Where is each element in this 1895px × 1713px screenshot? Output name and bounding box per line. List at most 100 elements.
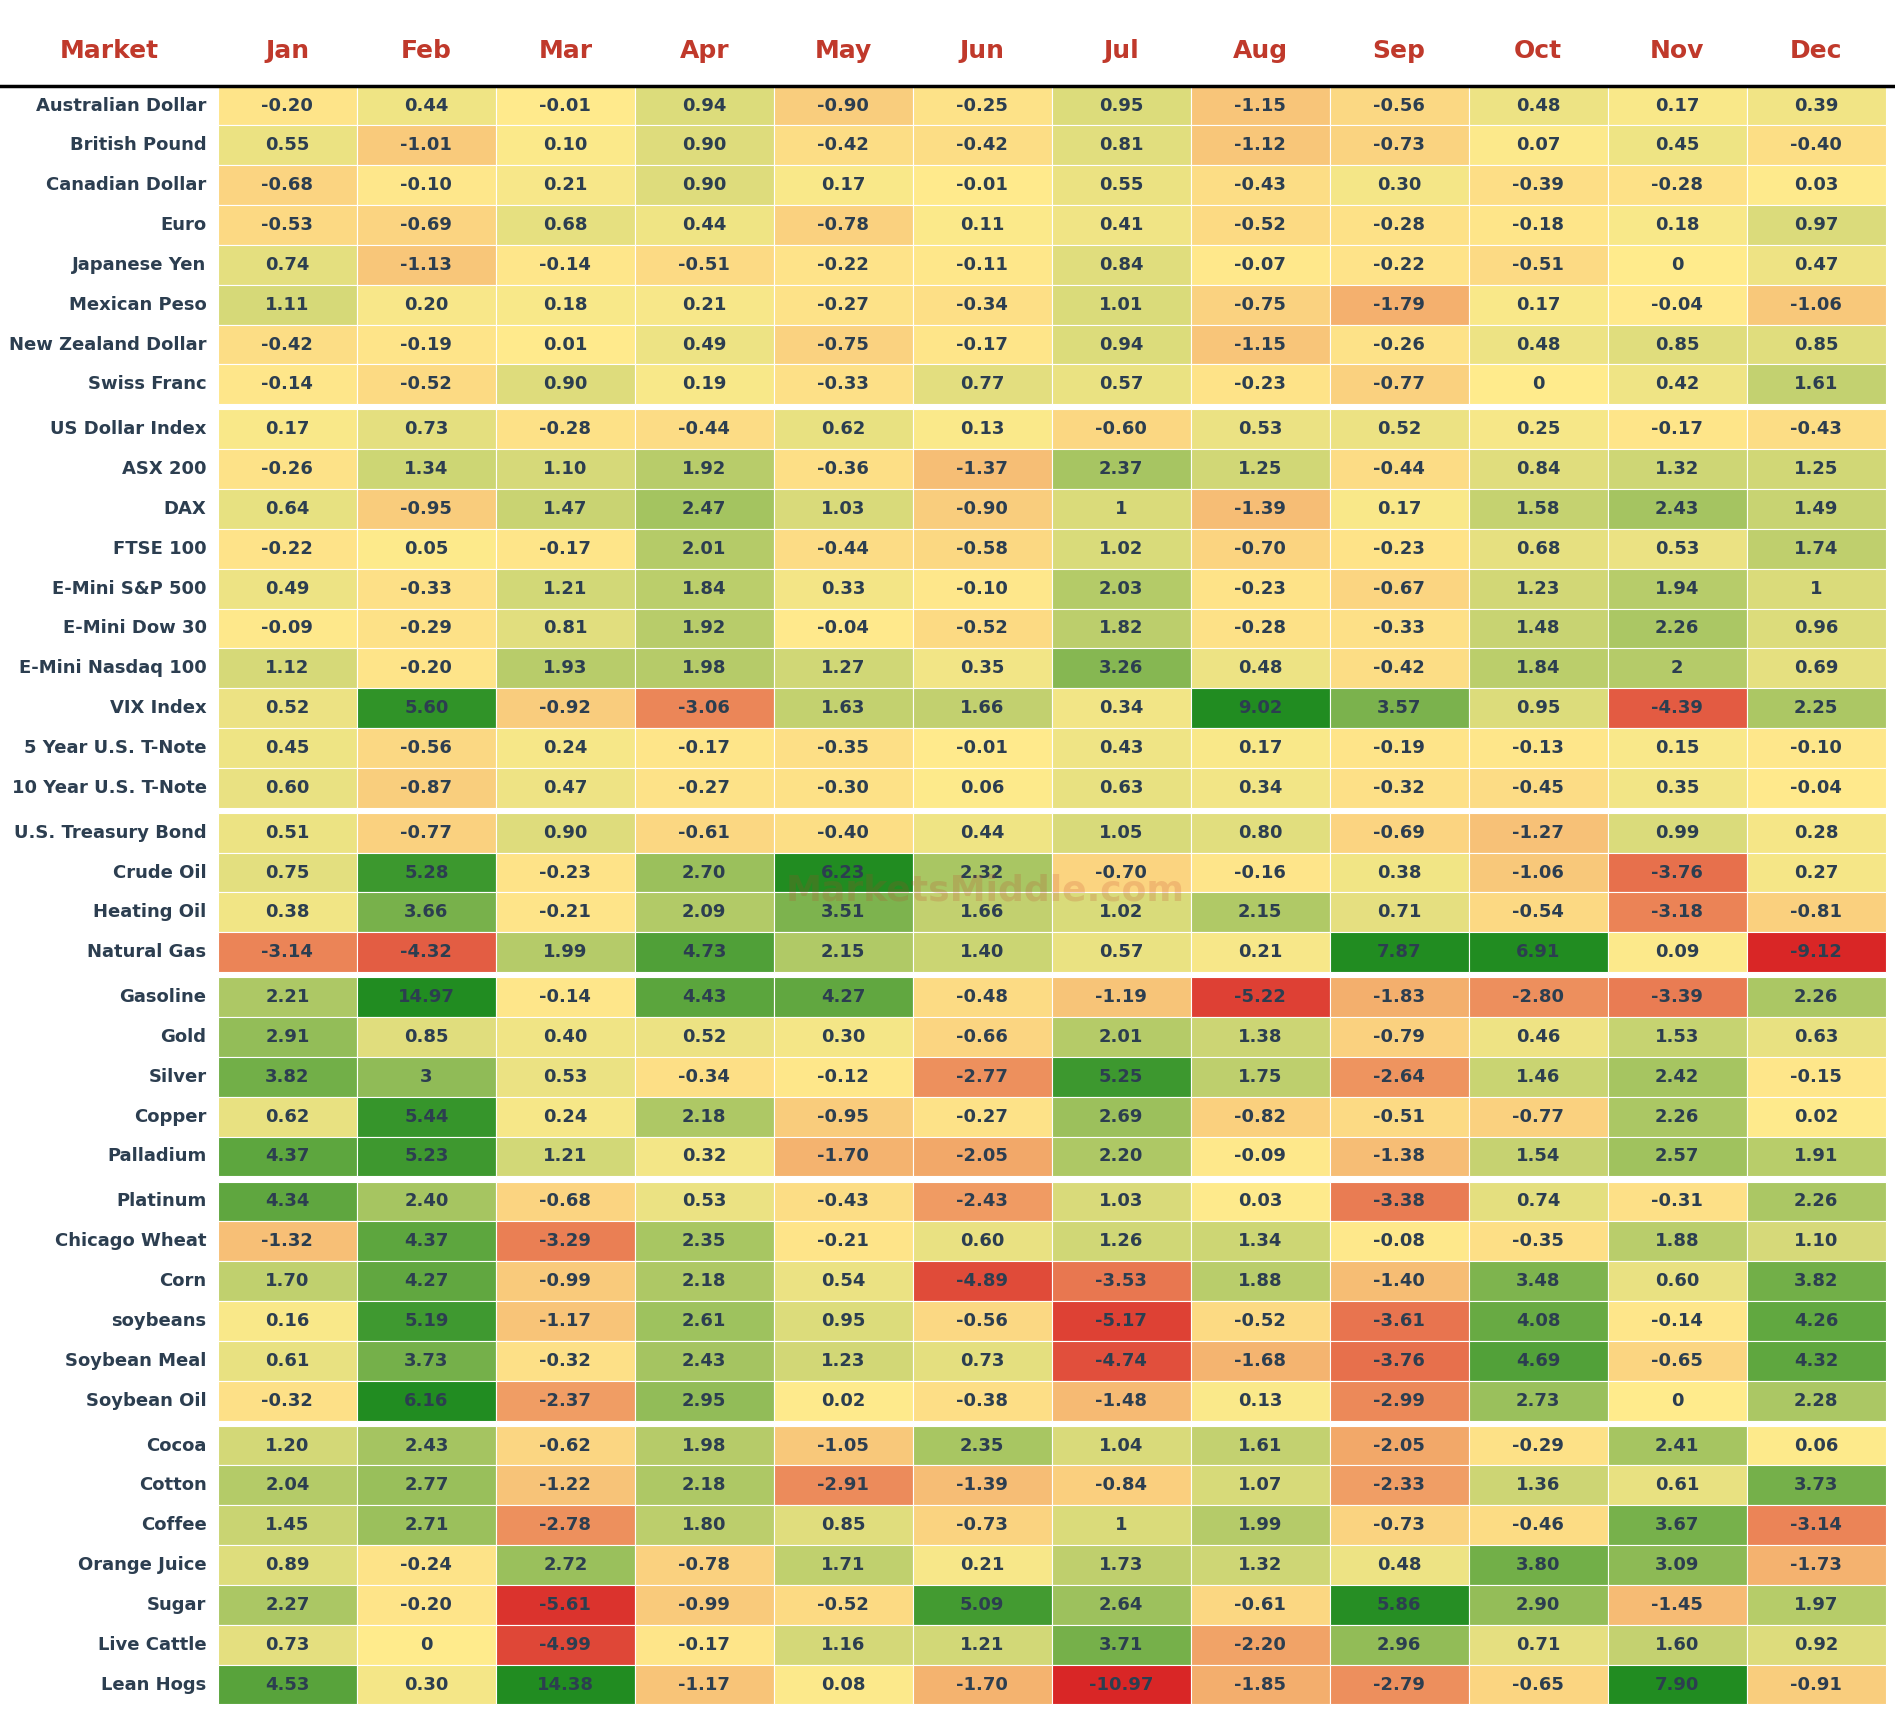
Bar [1052, 608, 1190, 648]
Bar [1469, 853, 1607, 892]
Text: 0.60: 0.60 [265, 779, 309, 797]
Bar [635, 1182, 773, 1221]
Text: VIX Index: VIX Index [110, 699, 207, 718]
Text: 1.23: 1.23 [821, 1352, 866, 1370]
Bar [356, 325, 496, 365]
Bar [773, 689, 913, 728]
Text: 2.18: 2.18 [682, 1477, 726, 1494]
Text: 0.90: 0.90 [544, 824, 587, 841]
Text: -0.34: -0.34 [957, 296, 1008, 313]
Bar [635, 608, 773, 648]
Text: -0.68: -0.68 [540, 1192, 591, 1211]
Text: 1.63: 1.63 [821, 699, 866, 718]
Text: Mexican Peso: Mexican Peso [68, 296, 207, 313]
Text: 9.02: 9.02 [1237, 699, 1283, 718]
Bar [1052, 932, 1190, 973]
Bar [635, 1137, 773, 1177]
Text: 1.23: 1.23 [1516, 579, 1560, 598]
Text: 2.09: 2.09 [682, 903, 726, 922]
Text: Nov: Nov [1651, 39, 1704, 63]
Bar [1747, 814, 1886, 853]
Text: 0.10: 0.10 [544, 137, 587, 154]
Text: ASX 200: ASX 200 [121, 461, 207, 478]
Bar [1190, 1341, 1330, 1381]
Text: 1.46: 1.46 [1516, 1067, 1560, 1086]
Text: -1.48: -1.48 [1095, 1391, 1146, 1410]
Bar [1190, 1182, 1330, 1221]
Text: U.S. Treasury Bond: U.S. Treasury Bond [13, 824, 207, 841]
Text: -1.17: -1.17 [678, 1675, 730, 1694]
Text: -0.28: -0.28 [1234, 620, 1287, 637]
Text: 5.23: 5.23 [404, 1148, 449, 1165]
Bar [1190, 365, 1330, 404]
Text: -0.52: -0.52 [957, 620, 1008, 637]
Text: Natural Gas: Natural Gas [87, 944, 207, 961]
Text: 1.01: 1.01 [1099, 296, 1143, 313]
Bar [1469, 1261, 1607, 1302]
Text: 1.53: 1.53 [1654, 1028, 1700, 1047]
Bar [1469, 1585, 1607, 1624]
Text: -0.14: -0.14 [540, 255, 591, 274]
Text: -0.46: -0.46 [1512, 1516, 1563, 1535]
Bar [1052, 1302, 1190, 1341]
Bar [1469, 1096, 1607, 1137]
Bar [496, 125, 635, 164]
Bar [913, 284, 1052, 325]
Bar [913, 1425, 1052, 1466]
Text: 0.42: 0.42 [1654, 375, 1700, 394]
Bar [1747, 1137, 1886, 1177]
Bar [1052, 1261, 1190, 1302]
Bar [218, 767, 356, 809]
Bar [1190, 814, 1330, 853]
Text: 6.91: 6.91 [1516, 944, 1560, 961]
Text: MarketsMiddle.com: MarketsMiddle.com [786, 874, 1184, 908]
Bar [496, 325, 635, 365]
Bar [496, 1506, 635, 1545]
Bar [773, 125, 913, 164]
Text: -0.01: -0.01 [957, 738, 1008, 757]
Text: -0.01: -0.01 [540, 96, 591, 115]
Text: -0.48: -0.48 [957, 988, 1008, 1006]
Bar [496, 648, 635, 689]
Text: Japanese Yen: Japanese Yen [72, 255, 207, 274]
Text: -0.62: -0.62 [540, 1437, 591, 1454]
Bar [356, 1182, 496, 1221]
Bar [913, 449, 1052, 490]
Bar [773, 529, 913, 569]
Bar [635, 206, 773, 245]
Bar [1469, 892, 1607, 932]
Bar [1469, 1665, 1607, 1704]
Text: 1.82: 1.82 [1099, 620, 1143, 637]
Text: 0.11: 0.11 [961, 216, 1004, 235]
Bar [913, 853, 1052, 892]
Text: 0.62: 0.62 [265, 1108, 309, 1125]
Bar [496, 1137, 635, 1177]
Text: -3.53: -3.53 [1095, 1273, 1146, 1290]
Text: -2.78: -2.78 [540, 1516, 591, 1535]
Bar [356, 164, 496, 206]
Bar [635, 1341, 773, 1381]
Text: -1.70: -1.70 [817, 1148, 870, 1165]
Text: -2.64: -2.64 [1374, 1067, 1425, 1086]
Bar [356, 284, 496, 325]
Text: -3.06: -3.06 [678, 699, 730, 718]
Bar [1607, 365, 1747, 404]
Bar [635, 325, 773, 365]
Text: 2.91: 2.91 [265, 1028, 309, 1047]
Text: -2.43: -2.43 [957, 1192, 1008, 1211]
Bar [773, 1466, 913, 1506]
Text: 14.97: 14.97 [398, 988, 455, 1006]
Text: 0.73: 0.73 [961, 1352, 1004, 1370]
Bar [1747, 569, 1886, 608]
Bar [356, 892, 496, 932]
Bar [913, 409, 1052, 449]
Bar [356, 1341, 496, 1381]
Text: Lean Hogs: Lean Hogs [100, 1675, 207, 1694]
Bar [913, 1341, 1052, 1381]
Bar [1190, 976, 1330, 1018]
Bar [1747, 488, 1886, 529]
Text: -0.73: -0.73 [1374, 137, 1425, 154]
Text: 0.07: 0.07 [1516, 137, 1560, 154]
Text: 0.18: 0.18 [1654, 216, 1700, 235]
Text: 1.21: 1.21 [544, 579, 587, 598]
